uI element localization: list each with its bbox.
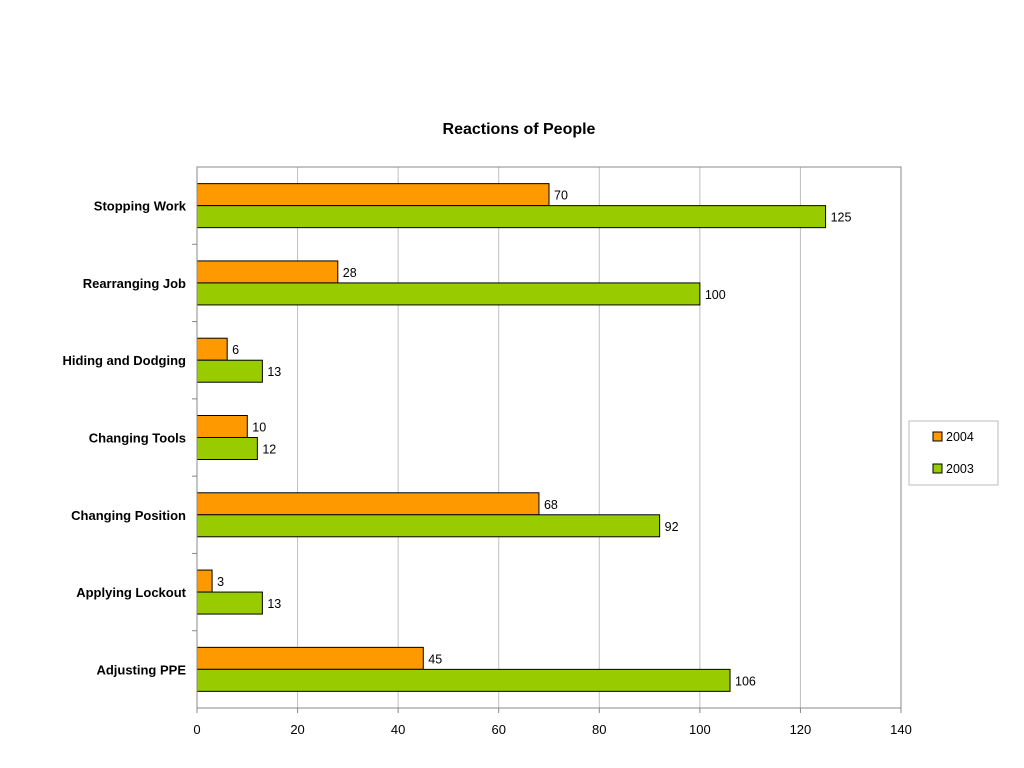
bar-2004 bbox=[196, 260, 339, 284]
data-label: 92 bbox=[665, 520, 679, 534]
x-tick-label: 20 bbox=[290, 722, 304, 737]
data-label: 3 bbox=[217, 575, 224, 589]
data-label: 12 bbox=[262, 443, 276, 457]
bar-2004 bbox=[196, 569, 213, 593]
legend-swatch bbox=[932, 431, 943, 442]
x-tick-label: 120 bbox=[790, 722, 812, 737]
plot-border bbox=[196, 166, 902, 709]
x-tick-label: 40 bbox=[391, 722, 405, 737]
chart-title: Reactions of People bbox=[443, 121, 596, 138]
gridlines bbox=[297, 167, 801, 708]
bar-2004 bbox=[196, 337, 228, 361]
bar-2003 bbox=[196, 205, 827, 229]
bar-2004 bbox=[196, 646, 424, 670]
legend-label: 2004 bbox=[946, 430, 974, 444]
data-label: 13 bbox=[267, 597, 281, 611]
bar-2003 bbox=[196, 514, 661, 538]
bar-2003 bbox=[196, 437, 258, 460]
x-tick-label: 140 bbox=[890, 722, 912, 737]
x-tick-label: 0 bbox=[193, 722, 200, 737]
bar-2004 bbox=[196, 415, 248, 438]
category-label: Adjusting PPE bbox=[96, 662, 186, 677]
data-label: 10 bbox=[252, 421, 266, 435]
plot-area bbox=[197, 167, 901, 708]
bar-2004 bbox=[196, 183, 550, 207]
bar-2003 bbox=[196, 591, 263, 615]
x-axis-ticks: 0 20 40 60 80 100 120 140 bbox=[193, 708, 912, 737]
x-tick-label: 60 bbox=[491, 722, 505, 737]
category-label: Changing Tools bbox=[89, 431, 186, 446]
data-label: 28 bbox=[343, 266, 357, 280]
bar-2004 bbox=[196, 492, 540, 516]
data-labels: 70 125 28 100 6 13 10 12 68 92 3 13 45 106 bbox=[217, 189, 851, 689]
category-label: Rearranging Job bbox=[83, 276, 186, 291]
x-tick-label: 80 bbox=[592, 722, 606, 737]
legend: 2004 2003 bbox=[908, 420, 999, 486]
bar-2003 bbox=[196, 359, 263, 383]
data-label: 125 bbox=[831, 211, 852, 225]
data-label: 106 bbox=[735, 674, 756, 688]
category-label: Stopping Work bbox=[94, 199, 187, 214]
legend-swatch bbox=[932, 463, 943, 474]
data-label: 70 bbox=[554, 189, 568, 203]
legend-label: 2003 bbox=[946, 462, 974, 476]
category-labels: Stopping Work Rearranging Job Hiding and D… bbox=[63, 199, 197, 677]
bar-2003 bbox=[196, 668, 731, 692]
category-label: Changing Position bbox=[71, 508, 186, 523]
category-label: Hiding and Dodging bbox=[63, 353, 187, 368]
data-label: 68 bbox=[544, 498, 558, 512]
category-label: Applying Lockout bbox=[76, 585, 186, 600]
bar-2003 bbox=[196, 282, 701, 306]
data-label: 13 bbox=[267, 365, 281, 379]
bars bbox=[196, 183, 827, 692]
data-label: 6 bbox=[232, 343, 239, 357]
x-tick-label: 100 bbox=[689, 722, 711, 737]
data-label: 100 bbox=[705, 288, 726, 302]
legend-box bbox=[908, 420, 999, 486]
data-label: 45 bbox=[428, 652, 442, 666]
